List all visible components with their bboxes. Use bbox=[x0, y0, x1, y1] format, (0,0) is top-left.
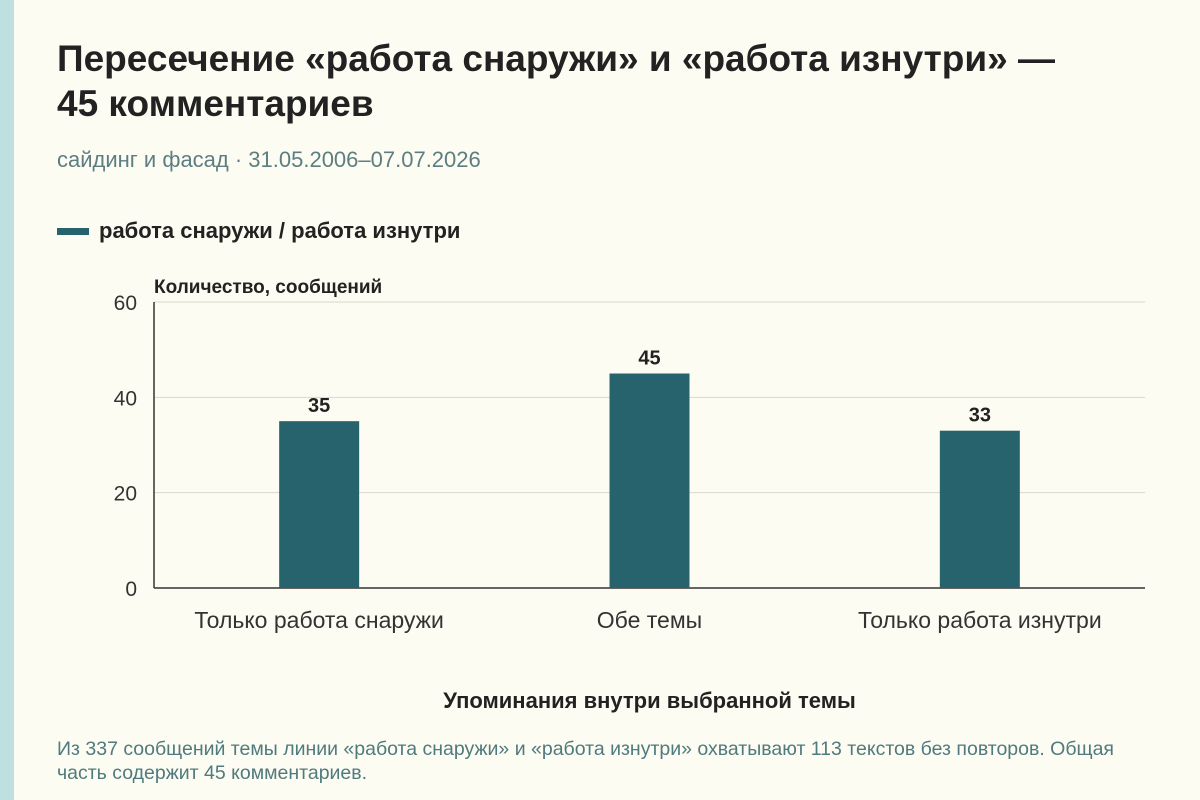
bar bbox=[939, 430, 1020, 588]
legend-label: работа снаружи / работа изнутри bbox=[99, 218, 461, 243]
data-label: 45 bbox=[638, 348, 660, 370]
bar bbox=[609, 373, 690, 588]
bar bbox=[279, 421, 360, 588]
y-tick-label: 60 bbox=[114, 292, 137, 315]
y-tick-label: 20 bbox=[114, 483, 137, 506]
accent-strip bbox=[0, 0, 14, 800]
footnote: Из 337 сообщений темы линии «работа снар… bbox=[57, 738, 1114, 784]
legend: работа снаружи / работа изнутри bbox=[57, 218, 460, 244]
legend-swatch bbox=[57, 227, 89, 235]
x-tick-label: Только работа снаружи bbox=[194, 607, 443, 633]
page-title: Пересечение «работа снаружи» и «работа и… bbox=[57, 38, 1055, 124]
y-tick-label: 40 bbox=[114, 387, 137, 410]
data-label: 35 bbox=[308, 395, 330, 417]
x-tick-label: Только работа изнутри bbox=[858, 607, 1102, 633]
y-axis-label: Количество, сообщений bbox=[154, 277, 382, 298]
bar-chart: 0 20 40 60 Количество, сообщений 35 Только раб… bbox=[114, 277, 1145, 713]
y-tick-label: 0 bbox=[125, 578, 137, 601]
x-axis-label: Упоминания внутри выбранной темы bbox=[443, 688, 856, 713]
x-tick-label: Обе темы bbox=[597, 607, 702, 633]
data-label: 33 bbox=[969, 405, 991, 427]
page-subtitle: сайдинг и фасад · 31.05.2006–07.07.2026 bbox=[57, 147, 481, 172]
